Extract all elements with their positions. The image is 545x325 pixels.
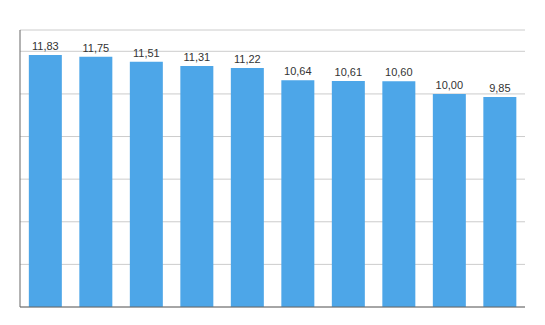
svg-text:10,61: 10,61 (335, 66, 363, 78)
svg-text:10,00: 10,00 (436, 79, 464, 91)
svg-text:10,64: 10,64 (284, 65, 312, 77)
svg-text:10,60: 10,60 (385, 66, 413, 78)
svg-text:11,51: 11,51 (133, 47, 160, 59)
svg-text:11,75: 11,75 (82, 42, 109, 54)
svg-text:9,85: 9,85 (489, 82, 510, 94)
svg-text:11,31: 11,31 (183, 51, 210, 63)
svg-text:11,83: 11,83 (32, 40, 59, 52)
svg-text:11,22: 11,22 (234, 53, 261, 65)
